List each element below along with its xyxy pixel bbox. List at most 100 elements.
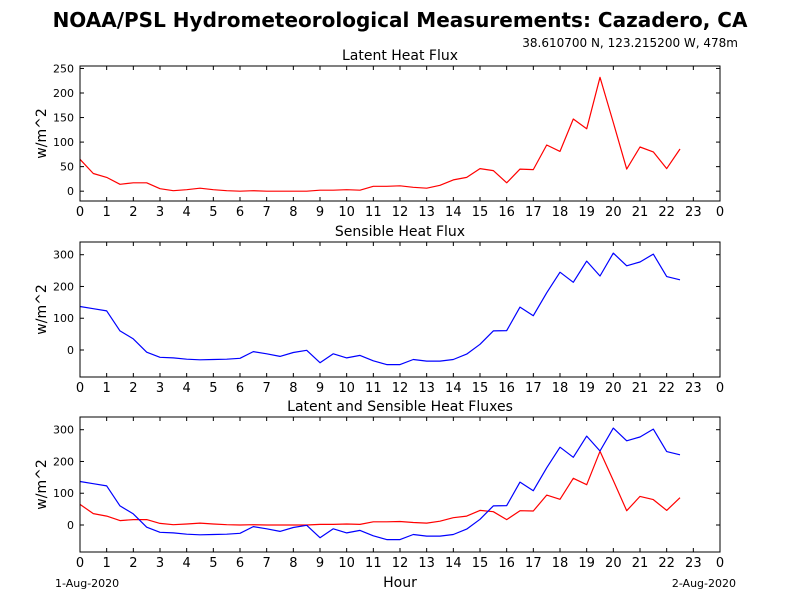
- page-title: NOAA/PSL Hydrometeorological Measurement…: [52, 8, 748, 32]
- y-tick-label: 200: [53, 455, 74, 468]
- x-tick-label: 22: [658, 205, 675, 220]
- x-tick-label: 0: [716, 381, 724, 396]
- x-tick-label: 9: [316, 205, 324, 220]
- x-tick-label: 10: [338, 205, 355, 220]
- plot-frame: [79, 65, 721, 202]
- x-tick-label: 18: [552, 556, 569, 571]
- end-date-label: 2-Aug-2020: [671, 577, 736, 590]
- x-tick-label: 16: [498, 556, 515, 571]
- x-tick-label: 23: [685, 381, 702, 396]
- x-tick-label: 3: [156, 205, 164, 220]
- x-tick-label: 14: [445, 381, 462, 396]
- x-tick-label: 15: [472, 381, 489, 396]
- x-tick-label: 21: [632, 381, 649, 396]
- y-tick-label: 200: [53, 280, 74, 293]
- x-tick-label: 20: [605, 556, 622, 571]
- x-tick-label: 21: [632, 556, 649, 571]
- y-tick-label: 300: [53, 249, 74, 262]
- x-tick-label: 15: [472, 205, 489, 220]
- start-date-label: 1-Aug-2020: [55, 577, 120, 590]
- x-tick-label: 4: [183, 205, 191, 220]
- series-line-1: [79, 450, 681, 526]
- x-tick-label: 5: [209, 381, 217, 396]
- x-tick-label: 12: [392, 556, 409, 571]
- x-tick-label: 20: [605, 205, 622, 220]
- x-tick-label: 18: [552, 205, 569, 220]
- y-tick-label: 100: [53, 487, 74, 500]
- x-tick-label: 22: [658, 556, 675, 571]
- x-tick-label: 13: [418, 205, 435, 220]
- x-tick-label: 5: [209, 205, 217, 220]
- y-tick-label: 200: [53, 87, 74, 100]
- x-tick-label: 2: [129, 205, 137, 220]
- chart-title: Latent and Sensible Heat Fluxes: [287, 399, 513, 415]
- x-tick-label: 10: [338, 556, 355, 571]
- x-tick-label: 4: [183, 556, 191, 571]
- y-tick-label: 100: [53, 136, 74, 149]
- x-tick-label: 8: [289, 556, 297, 571]
- y-tick-label: 250: [53, 62, 74, 75]
- x-tick-label: 19: [578, 205, 595, 220]
- x-tick-label: 14: [445, 556, 462, 571]
- x-tick-label: 9: [316, 381, 324, 396]
- y-tick-label: 50: [60, 161, 74, 174]
- plot-frame: [79, 241, 721, 378]
- y-axis-label: w/m^2: [34, 284, 50, 334]
- y-tick-label: 100: [53, 312, 74, 325]
- x-tick-label: 11: [365, 556, 382, 571]
- series-line-1: [79, 76, 681, 192]
- x-tick-label: 8: [289, 205, 297, 220]
- x-tick-label: 0: [76, 556, 84, 571]
- x-tick-label: 0: [76, 381, 84, 396]
- x-tick-label: 23: [685, 556, 702, 571]
- x-tick-label: 1: [103, 381, 111, 396]
- x-tick-label: 6: [236, 205, 244, 220]
- y-tick-label: 0: [67, 185, 74, 198]
- x-tick-label: 4: [183, 381, 191, 396]
- x-tick-label: 12: [392, 381, 409, 396]
- x-tick-label: 18: [552, 381, 569, 396]
- x-axis-label: Hour: [383, 575, 417, 591]
- x-tick-label: 14: [445, 205, 462, 220]
- chart-title: Sensible Heat Flux: [335, 224, 465, 240]
- x-tick-label: 7: [263, 381, 271, 396]
- y-tick-label: 0: [67, 519, 74, 532]
- x-tick-label: 11: [365, 205, 382, 220]
- x-tick-label: 21: [632, 205, 649, 220]
- x-tick-label: 16: [498, 205, 515, 220]
- x-tick-label: 20: [605, 381, 622, 396]
- x-tick-label: 7: [263, 556, 271, 571]
- x-tick-label: 0: [716, 556, 724, 571]
- y-axis-label: w/m^2: [34, 108, 50, 158]
- plot-frame: [79, 416, 721, 553]
- x-tick-label: 2: [129, 556, 137, 571]
- x-tick-label: 11: [365, 381, 382, 396]
- x-tick-label: 1: [103, 205, 111, 220]
- series-line-2: [79, 427, 681, 541]
- x-tick-label: 7: [263, 205, 271, 220]
- x-tick-label: 0: [76, 205, 84, 220]
- x-tick-label: 16: [498, 381, 515, 396]
- x-tick-label: 8: [289, 381, 297, 396]
- x-tick-label: 3: [156, 381, 164, 396]
- x-tick-label: 17: [525, 381, 542, 396]
- x-tick-label: 6: [236, 381, 244, 396]
- x-tick-label: 9: [316, 556, 324, 571]
- x-tick-label: 23: [685, 205, 702, 220]
- x-tick-label: 15: [472, 556, 489, 571]
- x-tick-label: 17: [525, 556, 542, 571]
- x-tick-label: 2: [129, 381, 137, 396]
- y-tick-label: 300: [53, 424, 74, 437]
- x-tick-label: 22: [658, 381, 675, 396]
- y-tick-label: 150: [53, 112, 74, 125]
- chart-panel-3: Latent and Sensible Heat Fluxesw/m^20100…: [34, 399, 724, 571]
- x-tick-label: 19: [578, 381, 595, 396]
- chart-title: Latent Heat Flux: [342, 48, 458, 64]
- x-tick-label: 5: [209, 556, 217, 571]
- x-tick-label: 3: [156, 556, 164, 571]
- y-tick-label: 0: [67, 344, 74, 357]
- series-line-1: [79, 252, 681, 366]
- x-tick-label: 19: [578, 556, 595, 571]
